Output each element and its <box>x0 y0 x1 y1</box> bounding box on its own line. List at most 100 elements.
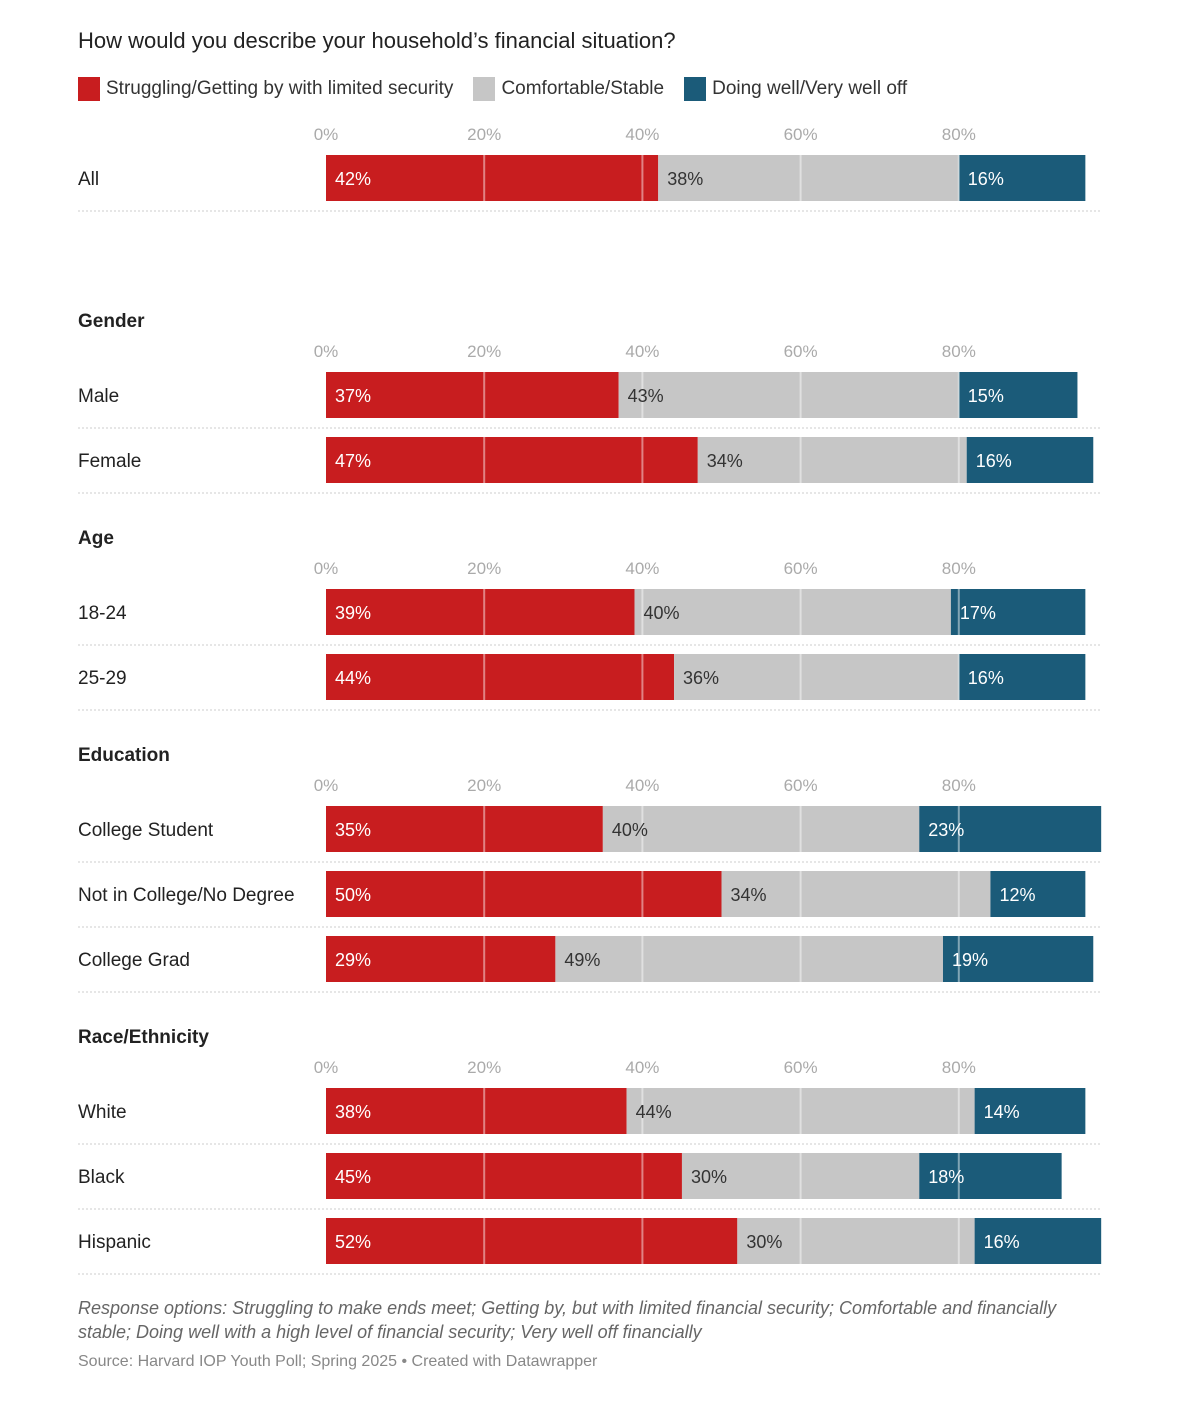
legend-label-struggling: Struggling/Getting by with limited secur… <box>106 78 454 99</box>
bar-white-series-2 <box>974 1088 1086 1134</box>
x-tick-label-all-2: 40% <box>625 125 659 144</box>
data-label-25-29-series-0: 44% <box>335 668 371 688</box>
bar-college-student-series-0 <box>326 806 603 852</box>
data-label-college-grad-series-1: 49% <box>564 950 600 970</box>
legend-item-doing-well: Doing well/Very well off <box>684 77 907 101</box>
row-label-male: Male <box>78 386 119 407</box>
bar-18-24-series-1 <box>634 589 951 635</box>
row-label-18-24: 18-24 <box>78 603 127 624</box>
x-tick-label-age-4: 80% <box>942 559 976 578</box>
data-label-female-series-0: 47% <box>335 451 371 471</box>
data-label-not-in-college-no-degree-series-2: 12% <box>999 885 1035 905</box>
x-tick-label-education-2: 40% <box>625 776 659 795</box>
legend-item-comfortable: Comfortable/Stable <box>473 77 664 101</box>
bar-male-series-0 <box>326 372 619 418</box>
data-label-white-series-2: 14% <box>984 1102 1020 1122</box>
legend-swatch-doing-well <box>684 77 707 101</box>
x-tick-label-education-3: 60% <box>784 776 818 795</box>
legend-swatch-struggling <box>78 77 100 101</box>
bar-college-grad-series-2 <box>942 936 1094 982</box>
x-tick-label-race-ethnicity-3: 60% <box>784 1058 818 1077</box>
legend-swatch-comfortable <box>473 77 496 101</box>
data-label-25-29-series-1: 36% <box>683 668 719 688</box>
bar-black-series-1 <box>681 1153 920 1199</box>
bar-college-student-series-2 <box>919 806 1102 852</box>
data-label-male-series-0: 37% <box>335 386 371 406</box>
data-label-white-series-1: 44% <box>636 1102 672 1122</box>
row-label-white: White <box>78 1102 127 1123</box>
x-tick-label-education-4: 80% <box>942 776 976 795</box>
x-tick-label-gender-4: 80% <box>942 342 976 361</box>
data-label-18-24-series-2: 17% <box>960 603 996 623</box>
bar-not-in-college-no-degree-series-2 <box>990 871 1086 917</box>
bar-male-series-1 <box>618 372 959 418</box>
bar-black-series-2 <box>919 1153 1062 1199</box>
data-label-college-student-series-2: 23% <box>928 820 964 840</box>
data-label-college-student-series-0: 35% <box>335 820 371 840</box>
bar-female-series-1 <box>697 437 967 483</box>
legend-label-doing-well: Doing well/Very well off <box>712 78 908 99</box>
data-label-not-in-college-no-degree-series-1: 34% <box>731 885 767 905</box>
x-tick-label-all-4: 80% <box>942 125 976 144</box>
x-tick-label-race-ethnicity-0: 0% <box>314 1058 339 1077</box>
data-label-female-series-1: 34% <box>707 451 743 471</box>
bar-college-grad-series-0 <box>326 936 556 982</box>
bar-hispanic-series-2 <box>974 1218 1102 1264</box>
legend-item-struggling: Struggling/Getting by with limited secur… <box>78 77 453 101</box>
x-tick-label-age-2: 40% <box>625 559 659 578</box>
data-label-college-grad-series-2: 19% <box>952 950 988 970</box>
response-options-note: Response options: Struggling to make end… <box>78 1298 1057 1342</box>
x-tick-label-all-1: 20% <box>467 125 501 144</box>
x-tick-label-race-ethnicity-4: 80% <box>942 1058 976 1077</box>
row-label-25-29: 25-29 <box>78 668 127 689</box>
row-label-college-student: College Student <box>78 820 214 841</box>
data-label-male-series-1: 43% <box>628 386 664 406</box>
data-label-black-series-1: 30% <box>691 1167 727 1187</box>
row-label-not-in-college-no-degree: Not in College/No Degree <box>78 885 295 906</box>
x-tick-label-race-ethnicity-1: 20% <box>467 1058 501 1077</box>
x-tick-label-age-1: 20% <box>467 559 501 578</box>
x-tick-label-gender-3: 60% <box>784 342 818 361</box>
bar-not-in-college-no-degree-series-1 <box>721 871 991 917</box>
legend-label-comfortable: Comfortable/Stable <box>501 78 665 99</box>
bar-female-series-0 <box>326 437 698 483</box>
bar-25-29-series-0 <box>326 654 675 700</box>
group-header-gender: Gender <box>78 311 145 332</box>
bar-female-series-2 <box>966 437 1094 483</box>
data-label-hispanic-series-1: 30% <box>746 1232 782 1252</box>
data-label-18-24-series-1: 40% <box>643 603 679 623</box>
data-label-hispanic-series-2: 16% <box>984 1232 1020 1252</box>
source-line: Source: Harvard IOP Youth Poll; Spring 2… <box>78 1353 598 1370</box>
bar-black-series-0 <box>326 1153 682 1199</box>
bar-all-series-2 <box>958 155 1086 201</box>
bar-all-series-0 <box>326 155 659 201</box>
data-label-all-series-2: 16% <box>968 169 1004 189</box>
x-tick-label-education-1: 20% <box>467 776 501 795</box>
bar-18-24-series-0 <box>326 589 635 635</box>
x-tick-label-education-0: 0% <box>314 776 339 795</box>
legend: Struggling/Getting by with limited secur… <box>78 76 927 102</box>
row-label-college-grad: College Grad <box>78 950 190 971</box>
stacked-bar-chart: 0% 20% 40% 60% 80% All 42% 38% 16% Gender 0% 20% 40%… <box>78 125 1102 1275</box>
bar-college-student-series-1 <box>602 806 920 852</box>
chart-title: How would you describe your household’s … <box>78 28 676 53</box>
group-header-age: Age <box>78 528 114 549</box>
data-label-all-series-0: 42% <box>335 169 371 189</box>
bar-hispanic-series-1 <box>737 1218 975 1264</box>
data-label-18-24-series-0: 39% <box>335 603 371 623</box>
data-label-hispanic-series-0: 52% <box>335 1232 371 1252</box>
group-header-race-ethnicity: Race/Ethnicity <box>78 1027 209 1048</box>
bar-25-29-series-2 <box>958 654 1086 700</box>
data-label-black-series-0: 45% <box>335 1167 371 1187</box>
bar-white-series-0 <box>326 1088 627 1134</box>
bar-18-24-series-2 <box>950 589 1086 635</box>
data-label-male-series-2: 15% <box>968 386 1004 406</box>
data-label-white-series-0: 38% <box>335 1102 371 1122</box>
row-label-black: Black <box>78 1167 125 1188</box>
bar-college-grad-series-1 <box>555 936 943 982</box>
bar-25-29-series-1 <box>674 654 959 700</box>
data-label-black-series-2: 18% <box>928 1167 964 1187</box>
x-tick-label-all-0: 0% <box>314 125 339 144</box>
data-label-college-grad-series-0: 29% <box>335 950 371 970</box>
data-label-college-student-series-1: 40% <box>612 820 648 840</box>
